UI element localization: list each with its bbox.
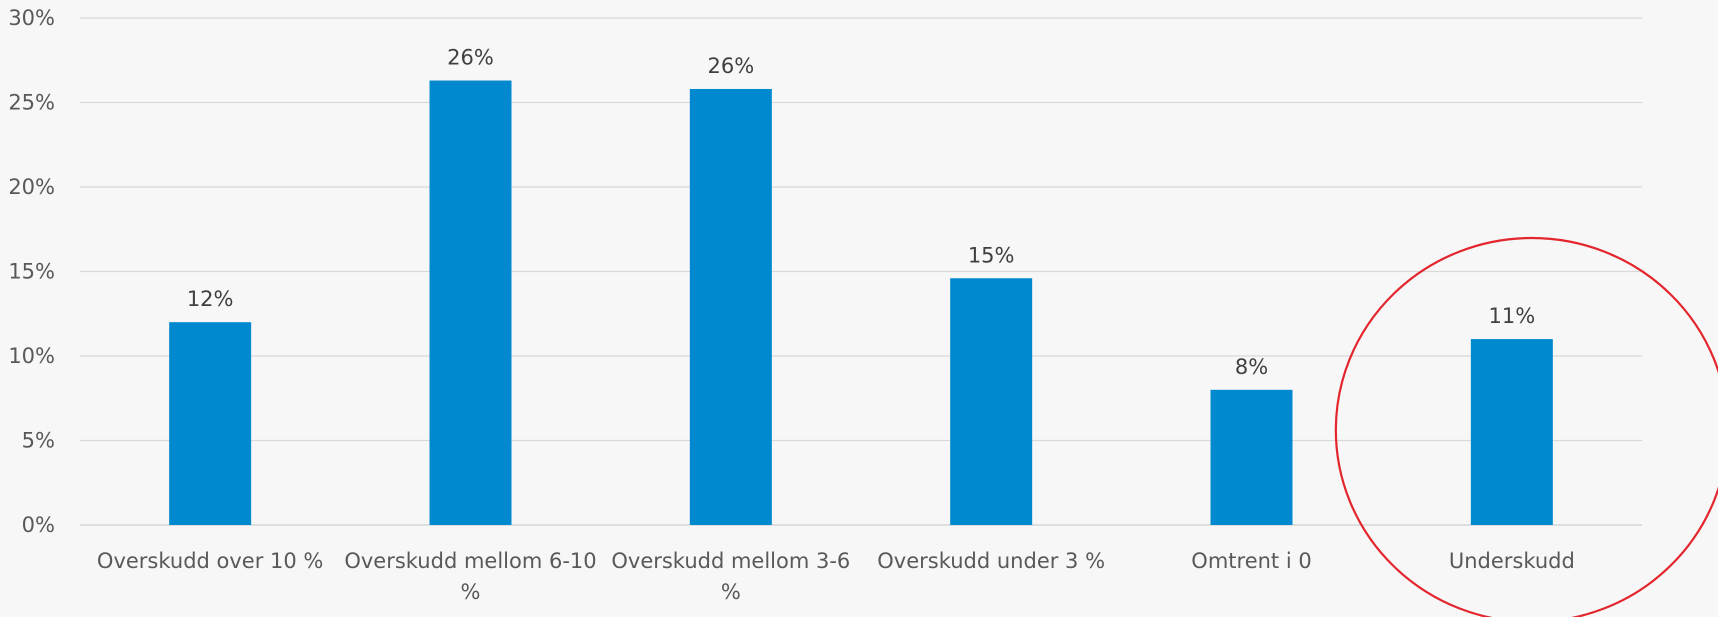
x-tick-label: Overskudd mellom 3-6	[611, 549, 850, 573]
x-tick-label: Overskudd under 3 %	[877, 549, 1105, 573]
x-tick-label: Omtrent i 0	[1191, 549, 1311, 573]
y-tick-label: 5%	[22, 429, 55, 453]
x-tick-label: Underskudd	[1449, 549, 1575, 573]
bar	[169, 322, 252, 525]
highlight-circle	[1334, 236, 1718, 617]
bar	[429, 80, 512, 525]
y-tick-label: 15%	[8, 260, 55, 284]
bar	[1210, 389, 1293, 525]
x-tick-label: %	[461, 580, 481, 604]
data-label: 8%	[1235, 355, 1268, 379]
y-tick-label: 0%	[22, 513, 55, 537]
x-tick-label: Overskudd over 10 %	[97, 549, 323, 573]
bars	[169, 80, 1553, 525]
y-tick-label: 30%	[8, 6, 55, 30]
data-label: 15%	[968, 243, 1015, 267]
x-axis: Overskudd over 10 % Overskudd mellom 6-10…	[97, 549, 1575, 604]
bar	[1470, 339, 1553, 525]
bar	[689, 88, 772, 525]
data-label: 26%	[707, 54, 754, 78]
y-tick-label: 25%	[8, 91, 55, 115]
y-axis: 0% 5% 10% 15% 20% 25% 30%	[8, 6, 55, 537]
y-tick-label: 20%	[8, 175, 55, 199]
x-tick-label: %	[721, 580, 741, 604]
data-label: 12%	[187, 287, 234, 311]
bar	[950, 278, 1033, 525]
annotations	[1334, 236, 1718, 617]
data-label: 26%	[447, 46, 494, 70]
data-labels: 12% 26% 26% 15% 8% 11%	[187, 46, 1535, 379]
y-tick-label: 10%	[8, 344, 55, 368]
data-label: 11%	[1488, 304, 1535, 328]
x-tick-label: Overskudd mellom 6-10	[344, 549, 596, 573]
gridlines	[80, 17, 1642, 526]
